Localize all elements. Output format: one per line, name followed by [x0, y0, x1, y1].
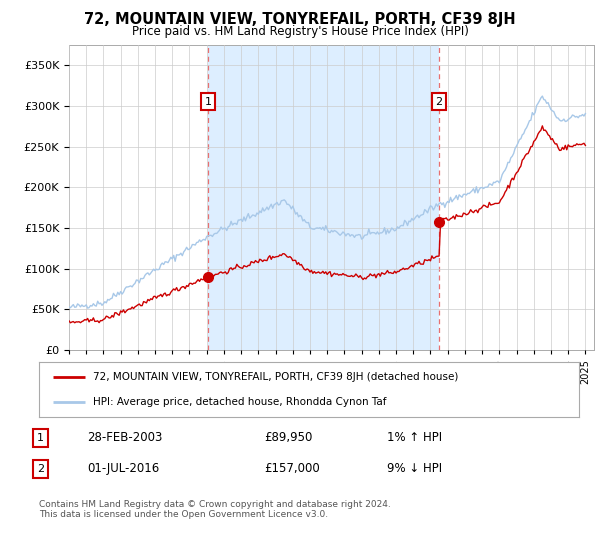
Text: 72, MOUNTAIN VIEW, TONYREFAIL, PORTH, CF39 8JH (detached house): 72, MOUNTAIN VIEW, TONYREFAIL, PORTH, CF… — [93, 372, 458, 382]
Text: 1: 1 — [37, 433, 44, 443]
Text: £89,950: £89,950 — [264, 431, 313, 445]
Text: £157,000: £157,000 — [264, 462, 320, 475]
Text: Contains HM Land Registry data © Crown copyright and database right 2024.
This d: Contains HM Land Registry data © Crown c… — [39, 500, 391, 519]
Text: 72, MOUNTAIN VIEW, TONYREFAIL, PORTH, CF39 8JH: 72, MOUNTAIN VIEW, TONYREFAIL, PORTH, CF… — [84, 12, 516, 27]
Text: 9% ↓ HPI: 9% ↓ HPI — [387, 462, 442, 475]
Text: HPI: Average price, detached house, Rhondda Cynon Taf: HPI: Average price, detached house, Rhon… — [93, 398, 386, 407]
Bar — [208, 45, 439, 350]
Text: 1% ↑ HPI: 1% ↑ HPI — [387, 431, 442, 445]
Text: 01-JUL-2016: 01-JUL-2016 — [87, 462, 159, 475]
Text: 2: 2 — [37, 464, 44, 474]
Text: 1: 1 — [205, 97, 212, 107]
Text: Price paid vs. HM Land Registry's House Price Index (HPI): Price paid vs. HM Land Registry's House … — [131, 25, 469, 38]
Text: 28-FEB-2003: 28-FEB-2003 — [87, 431, 163, 445]
Text: 2: 2 — [436, 97, 443, 107]
